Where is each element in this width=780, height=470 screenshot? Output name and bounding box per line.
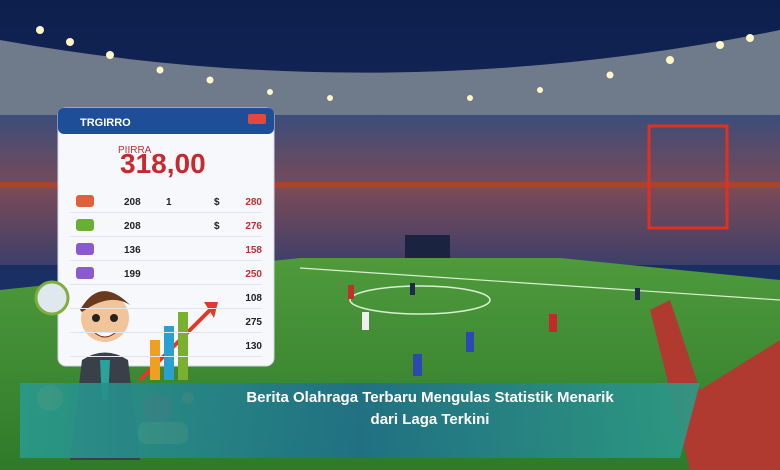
row-cell: $ [214,221,220,232]
card-header: TRGIRRO [80,117,131,129]
players [348,283,640,376]
row-divider [70,332,262,333]
row-cell: 199 [124,269,141,280]
row-divider [70,308,262,309]
row-cell: 275 [245,317,262,328]
row-cell: 208 [124,197,141,208]
tunnel [405,235,450,260]
caption-banner [20,383,700,458]
tier-band [0,182,780,188]
row-cell: 130 [245,341,262,352]
row-pill [76,243,94,255]
card-label: PIIRRA [118,145,152,156]
caption-line: Berita Olahraga Terbaru Mengulas Statist… [246,389,614,406]
caption-line: dari Laga Terkini [371,411,490,428]
row-pill [76,219,94,231]
row-cell: 250 [245,269,262,280]
pitch-line [299,267,780,301]
row-divider [70,284,262,285]
row-cell: 136 [124,245,141,256]
row-divider [70,260,262,261]
row-cell: $ [214,197,220,208]
highlight-box [647,124,729,230]
row-cell: 280 [245,197,262,208]
floodlights [36,26,754,101]
row-pill [76,267,94,279]
row-divider [70,236,262,237]
row-pill [76,195,94,207]
row-cell: 208 [124,221,141,232]
row-cell: 108 [245,293,262,304]
row-cell: 1 [166,197,172,208]
center-circle [349,285,491,315]
row-divider [70,212,262,213]
card-total: 318,00 [120,148,206,179]
row-cell: 158 [245,245,262,256]
row-cell: 276 [245,221,262,232]
row-divider [70,356,262,357]
